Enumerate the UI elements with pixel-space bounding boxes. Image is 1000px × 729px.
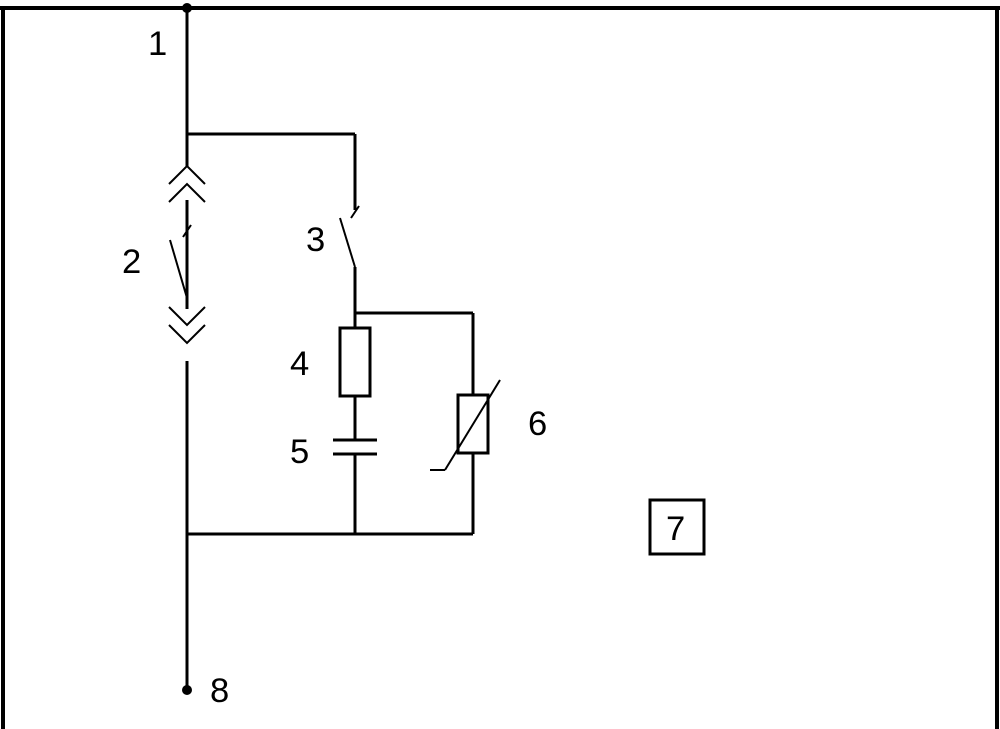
label-7: 7	[666, 510, 685, 548]
breaker-switch-arm	[170, 240, 187, 298]
breaker-chevron-icon	[169, 325, 205, 343]
breaker-chevron-icon	[169, 184, 205, 202]
label-8: 8	[210, 672, 229, 710]
label-3: 3	[306, 221, 325, 259]
label-5: 5	[290, 433, 309, 471]
label-1: 1	[148, 25, 167, 63]
label-6: 6	[528, 405, 547, 443]
terminal-top	[182, 3, 192, 13]
label-2: 2	[122, 243, 141, 281]
breaker-chevron-icon	[169, 307, 205, 325]
terminal-bottom	[182, 685, 192, 695]
breaker-chevron-icon	[169, 166, 205, 184]
switch-arm	[340, 218, 355, 267]
label-4: 4	[290, 345, 309, 383]
component-box-4	[340, 328, 370, 396]
